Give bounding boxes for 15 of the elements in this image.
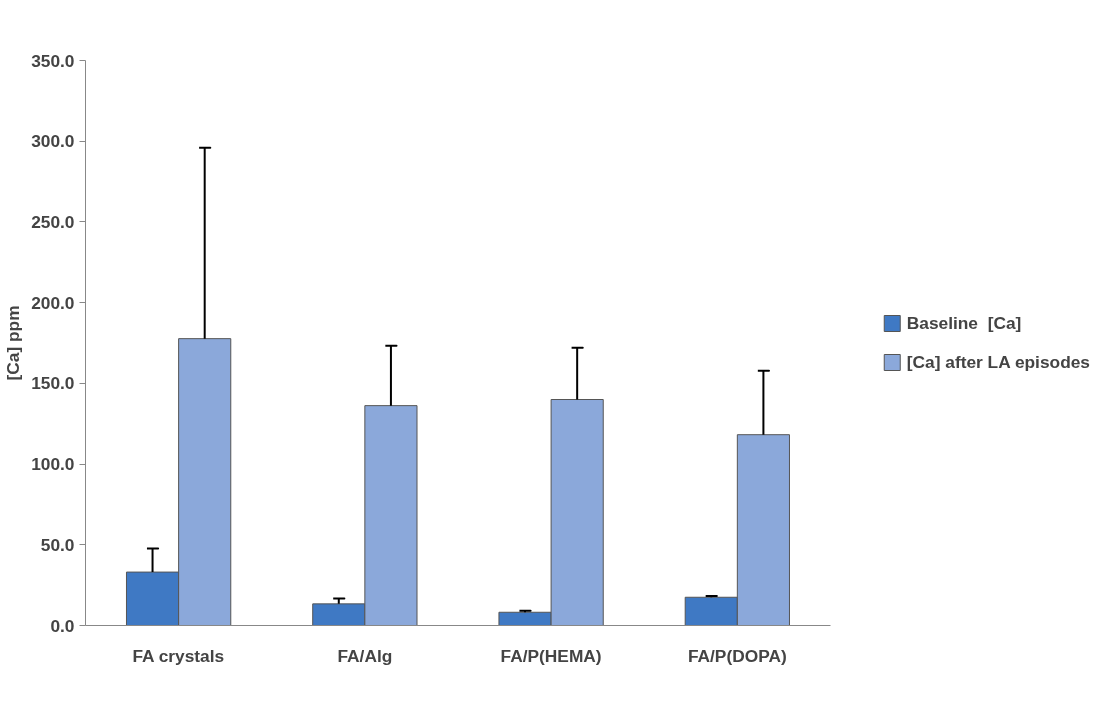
y-axis-title: [Ca] ppm (3, 305, 24, 381)
y-tick-label: 150.0 (31, 373, 75, 394)
y-tick-label: 300.0 (31, 131, 75, 152)
legend-label: [Ca] after LA episodes (906, 351, 1090, 373)
x-tick-label: FA/P(HEMA) (500, 645, 602, 666)
y-tick-label: 0.0 (50, 615, 75, 636)
x-tick-label: FA crystals (132, 645, 225, 666)
x-tick-label: FA/Alg (337, 645, 393, 666)
x-tick-label: FA/P(DOPA) (687, 645, 787, 666)
legend-label: Baseline [Ca] (906, 312, 1022, 334)
y-tick-label: 350.0 (31, 50, 75, 71)
y-tick-label: 100.0 (31, 454, 75, 475)
y-tick-label: 250.0 (31, 211, 75, 232)
y-tick-label: 200.0 (31, 292, 75, 313)
y-tick-label: 50.0 (40, 534, 75, 555)
